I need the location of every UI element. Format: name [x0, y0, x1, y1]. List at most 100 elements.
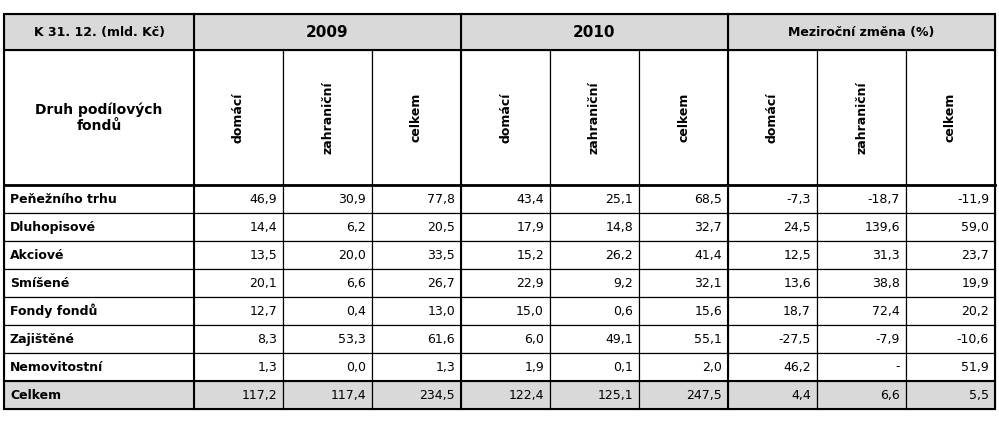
Text: -10,6: -10,6 — [957, 332, 989, 346]
Bar — [461, 325, 550, 353]
Text: 234,5: 234,5 — [420, 388, 455, 401]
Bar — [372, 297, 461, 325]
Text: 1,3: 1,3 — [436, 360, 455, 374]
Bar — [461, 381, 550, 409]
Text: 25,1: 25,1 — [605, 192, 633, 206]
Text: 55,1: 55,1 — [694, 332, 722, 346]
Text: celkem: celkem — [677, 93, 690, 142]
Bar — [550, 185, 639, 213]
Text: 13,6: 13,6 — [783, 277, 811, 289]
Bar — [283, 213, 372, 241]
Bar — [372, 353, 461, 381]
Text: 12,7: 12,7 — [249, 305, 277, 318]
Text: 2,0: 2,0 — [702, 360, 722, 374]
Text: 41,4: 41,4 — [694, 248, 722, 261]
Text: 59,0: 59,0 — [961, 220, 989, 233]
Text: 1,9: 1,9 — [524, 360, 544, 374]
Text: 15,0: 15,0 — [516, 305, 544, 318]
Bar — [283, 353, 372, 381]
Text: 13,5: 13,5 — [249, 248, 277, 261]
Bar — [906, 241, 995, 269]
Text: Akciové: Akciové — [10, 248, 65, 261]
Bar — [372, 325, 461, 353]
Text: 17,9: 17,9 — [516, 220, 544, 233]
Bar — [194, 325, 283, 353]
Text: 61,6: 61,6 — [428, 332, 455, 346]
Bar — [283, 241, 372, 269]
Text: 2009: 2009 — [306, 25, 349, 39]
Bar — [461, 185, 550, 213]
Text: 77,8: 77,8 — [427, 192, 455, 206]
Text: 49,1: 49,1 — [605, 332, 633, 346]
Text: zahraniční: zahraniční — [855, 81, 868, 154]
Bar — [639, 353, 728, 381]
Text: 122,4: 122,4 — [508, 388, 544, 401]
Bar — [550, 381, 639, 409]
Text: 6,6: 6,6 — [880, 388, 900, 401]
Text: -: - — [895, 360, 900, 374]
Text: -11,9: -11,9 — [957, 192, 989, 206]
Bar — [194, 213, 283, 241]
Bar — [4, 185, 194, 213]
Text: 0,4: 0,4 — [346, 305, 366, 318]
Text: 117,4: 117,4 — [331, 388, 366, 401]
Bar — [728, 50, 817, 185]
Text: 30,9: 30,9 — [339, 192, 366, 206]
Text: Celkem: Celkem — [10, 388, 61, 401]
Bar — [4, 353, 194, 381]
Bar — [728, 213, 817, 241]
Text: domácí: domácí — [232, 92, 245, 143]
Bar — [461, 241, 550, 269]
Bar — [283, 185, 372, 213]
Bar — [728, 269, 817, 297]
Text: 14,8: 14,8 — [605, 220, 633, 233]
Bar — [461, 269, 550, 297]
Bar — [550, 269, 639, 297]
Bar — [4, 381, 194, 409]
Bar — [639, 50, 728, 185]
Text: 0,6: 0,6 — [613, 305, 633, 318]
Text: 117,2: 117,2 — [242, 388, 277, 401]
Bar — [906, 269, 995, 297]
Text: zahraniční: zahraniční — [588, 81, 601, 154]
Text: 20,2: 20,2 — [961, 305, 989, 318]
Bar — [817, 325, 906, 353]
Bar — [194, 297, 283, 325]
Text: 22,9: 22,9 — [516, 277, 544, 289]
Bar — [906, 325, 995, 353]
Text: 51,9: 51,9 — [961, 360, 989, 374]
Bar — [372, 381, 461, 409]
Text: 139,6: 139,6 — [864, 220, 900, 233]
Text: 6,6: 6,6 — [347, 277, 366, 289]
Bar — [728, 325, 817, 353]
Text: 0,0: 0,0 — [346, 360, 366, 374]
Text: domácí: domácí — [766, 92, 779, 143]
Bar — [372, 50, 461, 185]
Bar — [906, 213, 995, 241]
Bar — [4, 14, 194, 50]
Bar — [817, 241, 906, 269]
Text: domácí: domácí — [499, 92, 512, 143]
Text: 23,7: 23,7 — [961, 248, 989, 261]
Bar — [728, 353, 817, 381]
Bar — [194, 241, 283, 269]
Bar — [728, 14, 995, 50]
Bar — [906, 353, 995, 381]
Bar — [194, 381, 283, 409]
Text: 12,5: 12,5 — [783, 248, 811, 261]
Bar — [817, 185, 906, 213]
Bar — [4, 297, 194, 325]
Text: Nemovitostní: Nemovitostní — [10, 360, 103, 374]
Bar — [728, 297, 817, 325]
Text: 9,2: 9,2 — [613, 277, 633, 289]
Text: 20,1: 20,1 — [249, 277, 277, 289]
Text: 26,7: 26,7 — [428, 277, 455, 289]
Text: 68,5: 68,5 — [694, 192, 722, 206]
Bar — [372, 185, 461, 213]
Bar — [728, 241, 817, 269]
Bar — [550, 353, 639, 381]
Bar — [283, 381, 372, 409]
Text: Druh podílových
fondů: Druh podílových fondů — [35, 102, 163, 133]
Bar — [461, 50, 550, 185]
Text: 18,7: 18,7 — [783, 305, 811, 318]
